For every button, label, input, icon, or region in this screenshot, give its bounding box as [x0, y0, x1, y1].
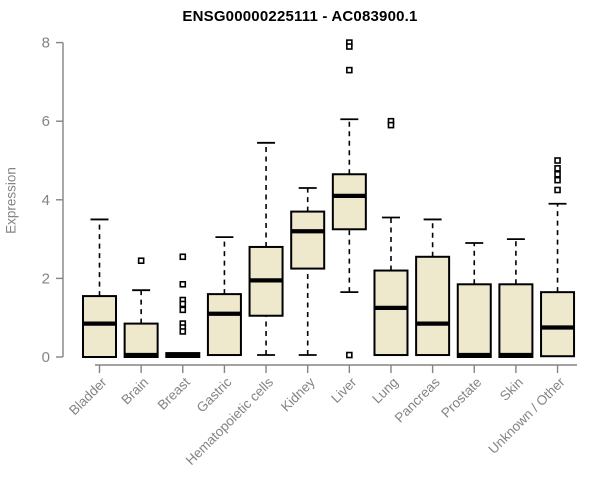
box-iqr: [415, 255, 451, 357]
outlier-point: [179, 253, 187, 261]
outlier-point: [179, 300, 187, 308]
x-category-label: Lung: [369, 375, 401, 407]
x-category-label: Prostate: [438, 375, 484, 421]
y-tick-label: 6: [42, 113, 50, 130]
x-category-label: Pancreas: [392, 374, 443, 425]
x-category-label: Bladder: [66, 374, 110, 418]
outlier-point: [554, 157, 561, 164]
box-iqr: [82, 295, 117, 358]
x-category-label: Liver: [328, 374, 360, 406]
box-iqr: [331, 173, 367, 231]
box-iqr: [540, 291, 576, 358]
outlier-point: [554, 165, 561, 172]
box-iqr: [498, 283, 534, 359]
outlier-point: [554, 186, 561, 194]
y-tick-label: 8: [42, 35, 50, 52]
outlier-point: [387, 121, 395, 129]
chart-title: ENSG00000225111 - AC083900.1: [182, 8, 418, 25]
x-category-label: Skin: [497, 375, 526, 404]
box-iqr: [290, 210, 326, 270]
x-category-label: Brain: [118, 375, 151, 408]
outlier-point: [554, 170, 561, 178]
x-category-label: Breast: [155, 374, 193, 412]
outlier-point: [346, 43, 353, 50]
box-iqr: [206, 293, 242, 357]
box-iqr: [456, 283, 492, 359]
y-tick-label: 0: [42, 349, 50, 366]
y-tick-label: 4: [42, 192, 50, 209]
x-category-label: Gastric: [194, 374, 235, 415]
outlier-point: [346, 66, 353, 74]
x-category-label: Kidney: [278, 374, 318, 414]
outlier-point: [554, 176, 561, 184]
outlier-point: [179, 280, 187, 288]
outlier-point: [137, 257, 145, 265]
outlier-point: [179, 306, 187, 314]
y-tick-label: 2: [42, 270, 50, 287]
outlier-point: [346, 351, 353, 359]
box-iqr: [373, 269, 409, 357]
outlier-point: [179, 328, 187, 335]
x-category-label: Unknown / Other: [485, 374, 568, 457]
box-iqr: [123, 322, 159, 358]
